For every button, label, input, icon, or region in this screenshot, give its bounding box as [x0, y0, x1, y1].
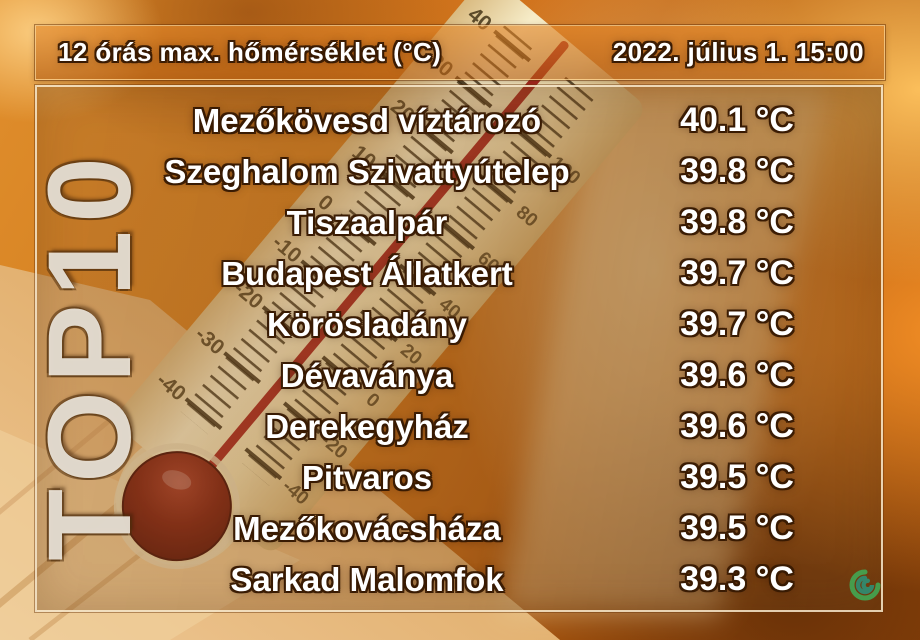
list-item: Szeghalom Szivattyútelep 39.8 °C: [37, 146, 881, 197]
station-name: Sarkad Malomfok: [230, 560, 504, 598]
temperature-value: 39.5 °C: [680, 509, 794, 547]
list-item: Sarkad Malomfok 39.3 °C: [37, 554, 881, 605]
temperature-value: 39.7 °C: [680, 305, 794, 343]
temperature-value: 40.1 °C: [680, 101, 794, 139]
page-title: 12 órás max. hőmérséklet (°C): [58, 37, 442, 67]
pale-light-patch: [500, 85, 830, 615]
temperature-value: 39.6 °C: [680, 356, 794, 394]
list-item: Derekegyház 39.6 °C: [37, 401, 881, 452]
station-name: Mezőkovácsháza: [233, 509, 501, 547]
station-name: Budapest Állatkert: [221, 254, 513, 292]
list-item: Mezőkövesd víztározó 40.1 °C: [37, 95, 881, 146]
list-item: Budapest Állatkert 39.7 °C: [37, 248, 881, 299]
temperature-value: 39.5 °C: [680, 458, 794, 496]
right-major-ticks: [244, 125, 553, 481]
ranking-list: Mezőkövesd víztározó 40.1 °C Szeghalom S…: [37, 95, 881, 605]
list-item: Dévaványa 39.6 °C: [37, 350, 881, 401]
station-name: Dévaványa: [280, 356, 454, 394]
station-name: Körösladány: [267, 305, 467, 343]
timestamp: 2022. július 1. 15:00: [612, 37, 864, 67]
temperature-value: 39.8 °C: [680, 203, 794, 241]
station-name: Szeghalom Szivattyútelep: [164, 152, 570, 190]
bulb-highlight: [162, 470, 192, 490]
list-item: Tiszaalpár 39.8 °C: [37, 197, 881, 248]
list-item: Körösladány 39.7 °C: [37, 299, 881, 350]
station-name: Mezőkövesd víztározó: [192, 101, 542, 139]
station-name: Pitvaros: [301, 458, 433, 496]
temperature-value: 39.3 °C: [680, 560, 794, 598]
header-band: 12 órás max. hőmérséklet (°C) 2022. júli…: [35, 25, 885, 80]
thermometer-bulb-icon: [121, 451, 232, 562]
station-name: Tiszaalpár: [286, 203, 448, 241]
list-item: Mezőkovácsháza 39.5 °C: [37, 503, 881, 554]
bulb-glass-ring: [113, 443, 240, 570]
list-item: Pitvaros 39.5 °C: [37, 452, 881, 503]
station-name: Derekegyház: [265, 407, 469, 445]
green-spiral-logo-icon: [849, 569, 881, 601]
temperature-value: 39.6 °C: [680, 407, 794, 445]
mercury-column: [195, 40, 569, 484]
temperature-value: 39.8 °C: [680, 152, 794, 190]
temperature-value: 39.7 °C: [680, 254, 794, 292]
thermometer-photo: 40 30 20 10 0 -10 -20 -30 -40 100 80 60 …: [113, 0, 643, 570]
ranking-panel: TOP10 Mezőkövesd víztározó 40.1 °C Szegh…: [24, 85, 883, 612]
